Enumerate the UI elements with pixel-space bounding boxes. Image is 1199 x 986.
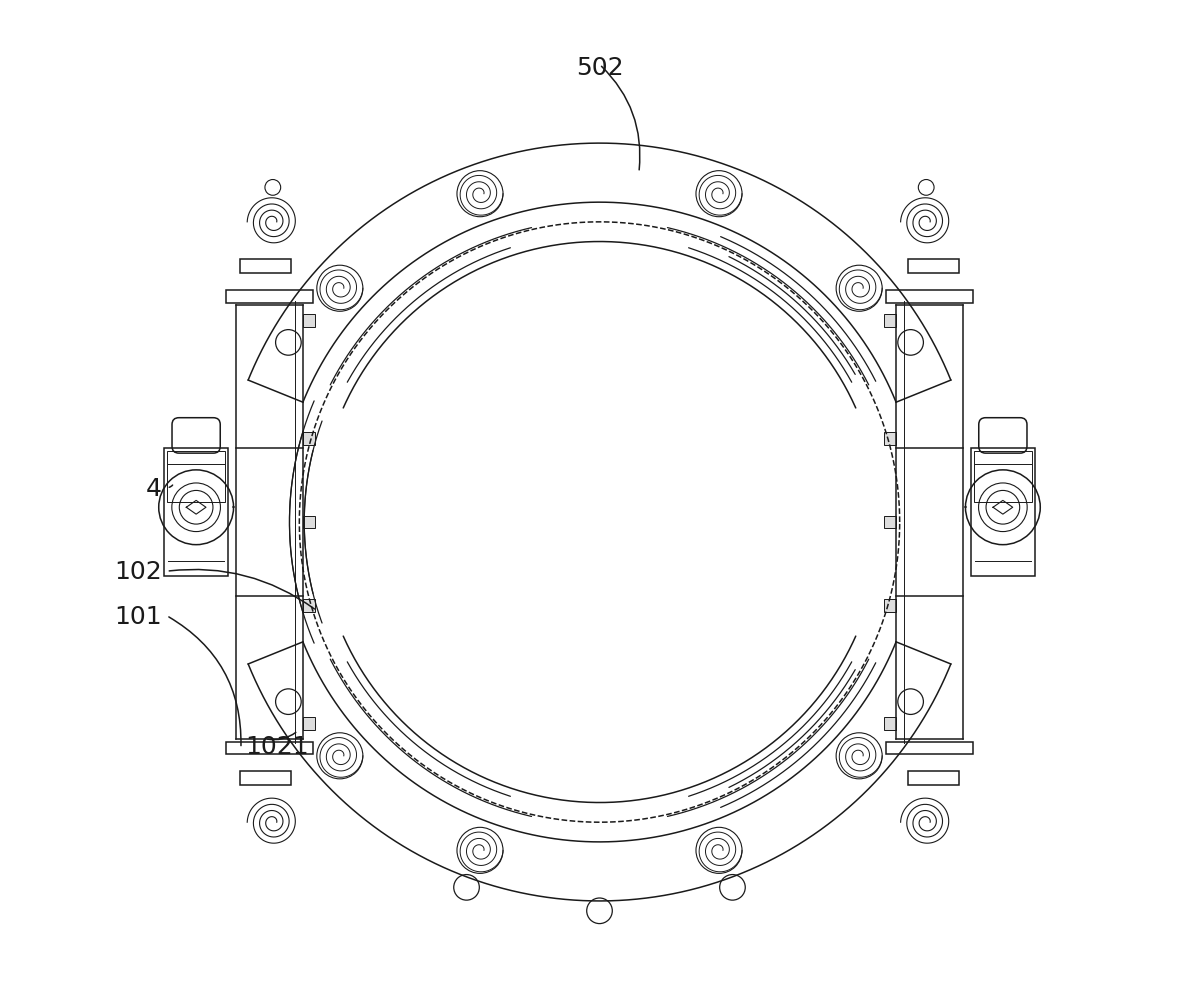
Bar xyxy=(227,291,313,304)
Bar xyxy=(971,449,1035,577)
Text: 4: 4 xyxy=(145,476,162,500)
Bar xyxy=(885,599,896,612)
Bar xyxy=(164,449,228,577)
Bar xyxy=(908,771,959,785)
Bar xyxy=(974,452,1032,503)
Bar xyxy=(885,433,896,446)
Bar xyxy=(303,599,314,612)
Text: 502: 502 xyxy=(576,55,623,80)
Bar xyxy=(885,718,896,731)
Bar xyxy=(303,516,314,528)
Text: 1021: 1021 xyxy=(245,734,309,758)
Bar xyxy=(886,291,972,304)
Bar xyxy=(303,315,314,327)
Bar xyxy=(908,260,959,274)
Bar xyxy=(885,516,896,528)
Bar xyxy=(885,315,896,327)
Bar xyxy=(240,260,291,274)
Bar xyxy=(303,718,314,731)
Bar xyxy=(303,433,314,446)
Bar xyxy=(240,771,291,785)
Bar xyxy=(167,452,225,503)
Text: 102: 102 xyxy=(114,560,162,584)
Bar xyxy=(886,741,972,754)
Bar xyxy=(227,741,313,754)
Text: 101: 101 xyxy=(114,603,162,628)
